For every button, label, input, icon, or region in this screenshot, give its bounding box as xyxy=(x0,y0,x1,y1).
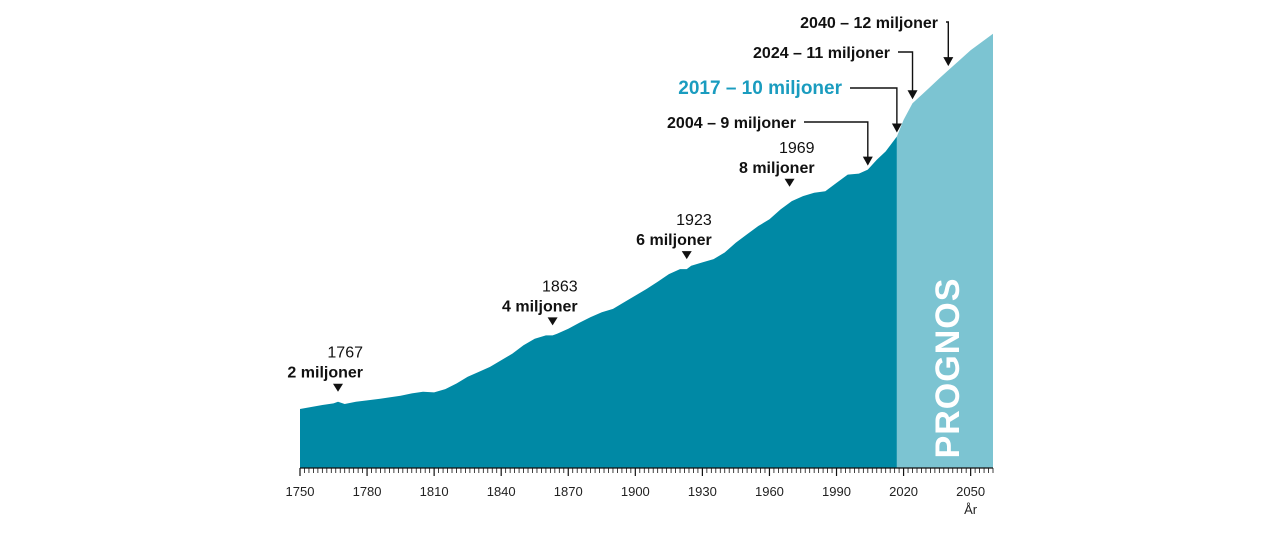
milestone-label: 2024 – 11 miljoner xyxy=(753,45,890,62)
milestone-year: 1767 xyxy=(327,345,363,362)
x-axis-ticks xyxy=(299,468,994,476)
x-tick-label: 1870 xyxy=(554,484,583,499)
milestone-annotations: 2 miljoner 1767 4 miljoner 1863 6 miljoner 19… xyxy=(287,15,954,392)
historical-area xyxy=(300,136,897,468)
x-tick-label: 1750 xyxy=(286,484,315,499)
milestone-year: 1969 xyxy=(779,140,815,157)
milestone-marker xyxy=(784,178,795,187)
x-tick-label: 1960 xyxy=(755,484,784,499)
milestone-marker xyxy=(333,383,344,392)
leader-line xyxy=(804,121,869,160)
milestone-marker xyxy=(681,251,692,260)
milestone-population: 6 miljoner xyxy=(636,232,712,249)
x-tick-label: 2050 xyxy=(956,484,985,499)
x-axis-tick-labels: 1750 1780 1810 1840 1870 1900 1930 1960 1990 2020… xyxy=(286,484,986,499)
milestone-population: 4 miljoner xyxy=(502,298,578,315)
milestone-year: 1863 xyxy=(542,278,578,295)
leader-arrowhead xyxy=(907,90,918,100)
x-tick-label: 1930 xyxy=(688,484,717,499)
leader-arrowhead xyxy=(943,57,954,67)
x-tick-label: 1900 xyxy=(621,484,650,499)
milestone-label: 2040 – 12 miljoner xyxy=(800,15,938,32)
milestone-marker xyxy=(547,317,558,326)
milestone-label: 2004 – 9 miljoner xyxy=(667,115,796,132)
forecast-label: PROGNOS xyxy=(929,278,967,459)
milestone-population: 2 miljoner xyxy=(287,365,363,382)
x-tick-label: 2020 xyxy=(889,484,918,499)
leader-line xyxy=(946,21,949,61)
milestone-label: 2017 – 10 miljoner xyxy=(678,78,842,99)
leader-line xyxy=(850,87,898,127)
x-axis-label: År xyxy=(964,502,978,517)
x-tick-label: 1990 xyxy=(822,484,851,499)
forecast-area xyxy=(896,33,993,468)
milestone-year: 1923 xyxy=(676,212,712,229)
x-tick-label: 1840 xyxy=(487,484,516,499)
x-tick-label: 1780 xyxy=(353,484,382,499)
leader-arrowhead xyxy=(862,156,873,166)
leader-arrowhead xyxy=(891,123,902,133)
x-tick-label: 1810 xyxy=(420,484,449,499)
milestone-population: 8 miljoner xyxy=(739,160,815,177)
leader-line xyxy=(898,51,914,94)
